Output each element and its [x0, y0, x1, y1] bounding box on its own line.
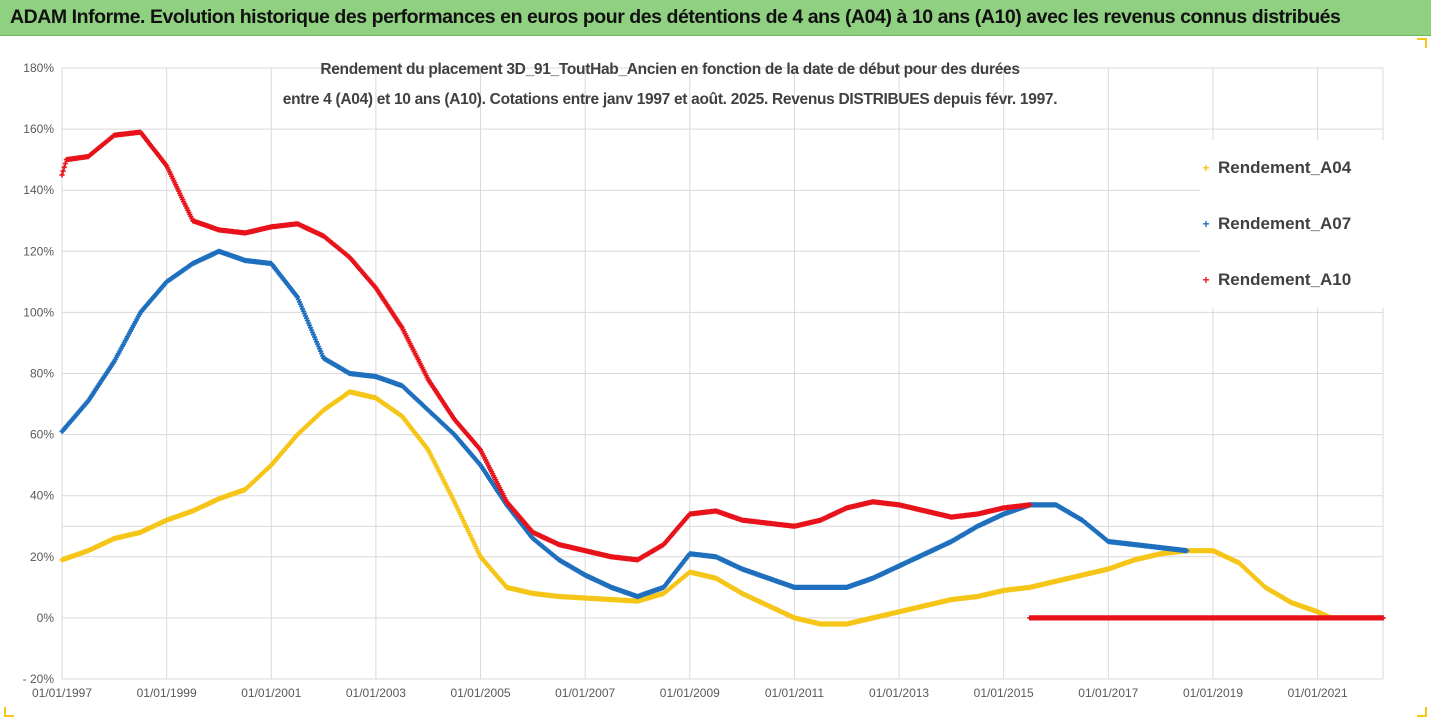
y-tick-label: - 20%	[23, 672, 55, 686]
y-tick-label: 0%	[37, 611, 55, 625]
legend-marker-a10: +	[1202, 273, 1210, 287]
legend-item-a04: + Rendement_A04	[1200, 140, 1400, 196]
series-markers	[59, 389, 1386, 627]
series-rendement-a04	[59, 389, 1386, 627]
legend-label-a04: Rendement_A04	[1218, 158, 1352, 177]
x-tick-label: 01/01/2021	[1288, 686, 1348, 700]
x-tick-label: 01/01/2013	[869, 686, 929, 700]
x-tick-label: 01/01/2019	[1183, 686, 1243, 700]
x-tick-label: 01/01/2009	[660, 686, 720, 700]
series-markers	[59, 248, 1190, 600]
x-tick-label: 01/01/2011	[765, 686, 824, 700]
series-markers	[59, 129, 1033, 563]
y-tick-label: 60%	[30, 428, 54, 442]
x-tick-label: 01/01/2015	[974, 686, 1034, 700]
chart-legend: + Rendement_A04 + Rendement_A07 + Rendem…	[1200, 140, 1400, 308]
chart-title-line2: entre 4 (A04) et 10 ans (A10). Cotations…	[282, 91, 1058, 108]
legend-item-a07: + Rendement_A07	[1200, 196, 1400, 252]
banner-title: ADAM Informe. Evolution historique des p…	[10, 6, 1341, 28]
y-tick-label: 160%	[23, 122, 54, 136]
x-tick-label: 01/01/1997	[32, 686, 92, 700]
chart-title-line1: Rendement du placement 3D_91_ToutHab_Anc…	[320, 61, 1020, 78]
x-tick-label: 01/01/2001	[241, 686, 301, 700]
series-rendement-a07	[59, 248, 1190, 600]
x-tick-label: 01/01/2003	[346, 686, 406, 700]
series-zero-segment	[1027, 615, 1386, 621]
page-banner: ADAM Informe. Evolution historique des p…	[0, 0, 1431, 36]
y-tick-label: 140%	[23, 183, 54, 197]
x-tick-label: 01/01/2005	[451, 686, 511, 700]
x-tick-label: 01/01/2007	[555, 686, 615, 700]
frame-corner-top-right	[1417, 38, 1427, 48]
x-tick-label: 01/01/1999	[137, 686, 197, 700]
y-tick-label: 40%	[30, 489, 54, 503]
y-tick-label: 120%	[23, 244, 54, 258]
y-tick-label: 20%	[30, 550, 54, 564]
legend-label-a10: Rendement_A10	[1218, 270, 1352, 289]
y-tick-label: 180%	[23, 61, 54, 75]
legend-label-a07: Rendement_A07	[1218, 214, 1352, 233]
x-tick-label: 01/01/2017	[1078, 686, 1138, 700]
legend-marker-a07: +	[1202, 217, 1210, 231]
frame-corner-bottom-left	[4, 707, 14, 717]
y-tick-label: 100%	[23, 305, 54, 319]
frame-corner-bottom-right	[1417, 707, 1427, 717]
series-rendement-a10	[59, 129, 1386, 621]
legend-marker-a04: +	[1202, 161, 1210, 175]
y-tick-label: 80%	[30, 367, 54, 381]
chart-area: - 20% 0% 20% 40% 60% 80% 100% 120% 140% 160% 180% 0…	[23, 61, 1386, 700]
legend-item-a10: + Rendement_A10	[1200, 252, 1400, 308]
